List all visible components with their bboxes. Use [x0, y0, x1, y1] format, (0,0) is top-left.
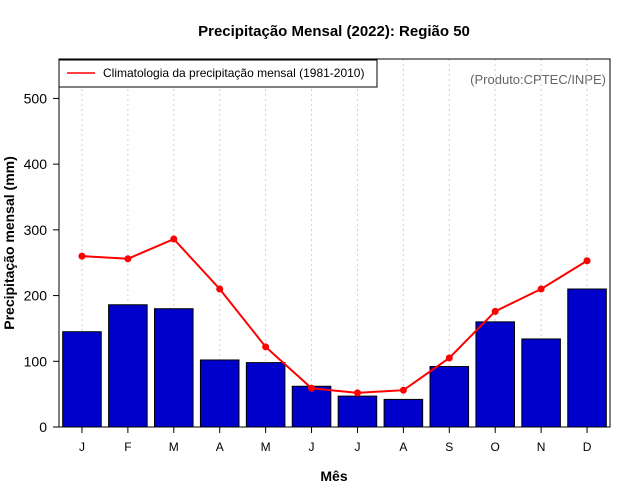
x-tick-label: M — [169, 440, 179, 454]
climatology-point — [399, 386, 407, 394]
bar — [199, 359, 240, 428]
bar — [245, 362, 286, 428]
climatology-point — [308, 384, 316, 392]
climatology-point — [537, 285, 545, 293]
y-tick-label: 400 — [24, 156, 48, 172]
x-axis-title: Mês — [320, 468, 347, 484]
bar-series — [62, 288, 607, 428]
climatology-point — [583, 257, 591, 265]
y-axis-title: Precipitação mensal (mm) — [1, 156, 17, 330]
climatology-line — [81, 237, 588, 394]
x-tick-label: J — [79, 440, 85, 454]
bar — [475, 321, 515, 428]
bar — [337, 395, 378, 428]
y-tick-label: 200 — [24, 288, 48, 304]
climatology-line-series — [78, 235, 591, 397]
legend: Climatologia da precipitação mensal (198… — [58, 59, 378, 88]
climatology-point — [353, 389, 361, 397]
climatology-point — [124, 255, 132, 263]
bar — [429, 366, 470, 428]
x-tick-label: O — [491, 440, 500, 454]
bar — [108, 304, 148, 428]
x-tick-label: S — [445, 440, 453, 454]
y-axis: 0 100 200 300 400 500 — [24, 90, 59, 435]
bar — [291, 385, 332, 428]
x-tick-label: A — [216, 440, 224, 454]
climatology-point — [78, 252, 86, 260]
x-tick-label: D — [583, 440, 592, 454]
x-tick-label: F — [124, 440, 131, 454]
y-tick-label: 300 — [24, 222, 48, 238]
climatology-point — [216, 285, 224, 293]
credit-label: (Produto:CPTEC/INPE) — [470, 72, 606, 87]
y-tick-label: 0 — [39, 419, 47, 435]
legend-label: Climatologia da precipitação mensal (198… — [103, 66, 364, 80]
bar — [62, 331, 102, 428]
y-tick-label: 100 — [24, 353, 48, 369]
bar — [383, 398, 424, 428]
climatology-point — [262, 343, 270, 351]
bar — [567, 288, 607, 428]
x-tick-label: N — [537, 440, 546, 454]
chart-title: Precipitação Mensal (2022): Região 50 — [198, 23, 470, 40]
x-tick-label: A — [399, 440, 407, 454]
x-tick-label: J — [309, 440, 315, 454]
x-tick-label: M — [261, 440, 271, 454]
climatology-point — [445, 354, 453, 362]
y-tick-label: 500 — [24, 90, 48, 106]
climatology-point — [170, 235, 178, 243]
climatology-point — [491, 307, 499, 315]
plot-frame — [58, 58, 611, 428]
legend-box — [58, 59, 378, 88]
x-tick-label: J — [354, 440, 360, 454]
bar — [154, 308, 194, 428]
bar — [521, 338, 561, 428]
